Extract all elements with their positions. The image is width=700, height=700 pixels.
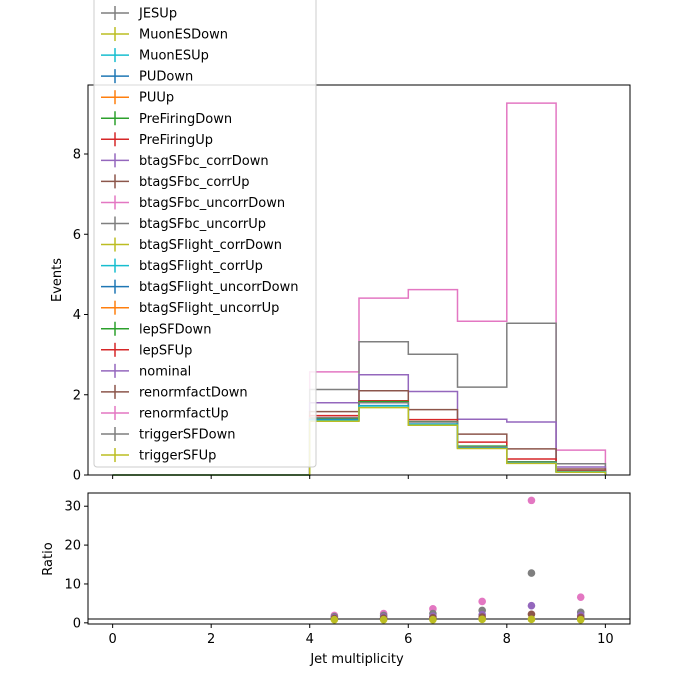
legend-entry-lepSFDown: lepSFDown (101, 321, 211, 337)
main-y-ticks: 0 2 4 6 8 (73, 148, 88, 484)
legend-entry-btagSFlight_corrUp: btagSFlight_corrUp (101, 258, 263, 274)
legend-label: btagSFlight_corrUp (139, 259, 263, 274)
ratio-point-renormfactUp (478, 597, 486, 606)
legend-entry-PreFiringUp: PreFiringUp (101, 132, 213, 148)
legend-label: lepSFDown (139, 322, 211, 337)
legend-entry-btagSFbc_uncorrUp: btagSFbc_uncorrUp (101, 216, 266, 232)
ratio-x-tick-label: 2 (207, 632, 215, 647)
main-axes-frame (87, 84, 631, 476)
legend-label: PreFiringUp (139, 133, 213, 148)
legend-entry-renormfactUp: renormfactUp (101, 405, 229, 421)
legend-entry-triggerSFUp: triggerSFUp (101, 448, 216, 464)
ratio-x-tick-label: 6 (404, 632, 412, 647)
legend-entry-btagSFbc_uncorrDown: btagSFbc_uncorrDown (101, 195, 285, 211)
legend-label: PUUp (139, 91, 174, 106)
legend-entry-triggerSFDown: triggerSFDown (101, 427, 235, 443)
ratio-panel: 0 10 20 30 0 2 4 6 8 10 Ratio Jet multiplicity (41, 492, 631, 667)
legend-label: lepSFUp (139, 343, 192, 358)
legend-label: renormfactDown (139, 385, 248, 400)
ratio-x-tick-label: 4 (306, 632, 314, 647)
legend-label: triggerSFDown (139, 428, 235, 443)
main-y-axis-label: Events (50, 258, 65, 302)
legend-entries: JESUp MuonESDown MuonESUp PUDown PUUp PreFiri… (101, 6, 299, 464)
legend-label: JESUp (138, 7, 177, 22)
legend-label: triggerSFUp (139, 449, 216, 464)
ratio-y-tick-label: 10 (64, 577, 81, 592)
main-y-tick-label: 0 (73, 469, 81, 484)
ratio-x-ticks: 0 2 4 6 8 10 (108, 624, 614, 647)
ratio-x-tick-label: 10 (597, 632, 614, 647)
ratio-point-triggerSFDown (527, 569, 536, 577)
legend-label: MuonESUp (139, 49, 209, 64)
ratio-point-renormfactUp (576, 593, 585, 601)
legend-entry-btagSFlight_uncorrDown: btagSFlight_uncorrDown (101, 279, 299, 295)
ratio-point-nominal (527, 601, 536, 610)
ratio-point-triggerSFUp (478, 615, 486, 624)
legend-entry-btagSFlight_uncorrUp: btagSFlight_uncorrUp (101, 300, 279, 316)
ratio-point-triggerSFUp (379, 615, 388, 624)
main-y-tick-label: 4 (73, 308, 81, 323)
main-x-ticks (112, 475, 606, 479)
main-y-tick-label: 8 (73, 148, 81, 163)
ratio-y-tick-label: 30 (64, 500, 81, 515)
ratio-x-tick-label: 0 (108, 632, 116, 647)
main-panel: 0 2 4 6 8 Events (50, 84, 631, 484)
legend: JESUp MuonESDown MuonESUp PUDown PUUp PreFiri… (93, 0, 317, 468)
legend-label: PreFiringDown (139, 112, 232, 127)
legend-label: MuonESDown (139, 28, 228, 43)
legend-label: btagSFbc_corrDown (139, 154, 269, 169)
main-y-tick-label: 2 (73, 388, 81, 403)
legend-label: btagSFlight_uncorrDown (139, 280, 299, 295)
legend-entry-btagSFbc_corrDown: btagSFbc_corrDown (101, 153, 269, 169)
ratio-x-tick-label: 8 (503, 632, 511, 647)
main-y-tick-label: 6 (73, 228, 81, 243)
legend-label: renormfactUp (139, 406, 229, 421)
legend-label: btagSFlight_uncorrUp (139, 301, 279, 316)
legend-entry-btagSFbc_corrUp: btagSFbc_corrUp (101, 174, 250, 190)
ratio-y-ticks: 0 10 20 30 (64, 500, 88, 631)
ratio-point-triggerSFUp (527, 615, 536, 624)
legend-entry-JESUp: JESUp (101, 6, 177, 22)
legend-entry-MuonESUp: MuonESUp (101, 48, 209, 64)
ratio-point-renormfactUp (527, 496, 536, 505)
legend-entry-PUDown: PUDown (101, 69, 193, 85)
ratio-x-axis-label: Jet multiplicity (309, 652, 404, 667)
ratio-points-group (330, 496, 585, 624)
ratio-y-axis-label: Ratio (41, 542, 56, 575)
legend-entry-nominal: nominal (101, 363, 191, 379)
ratio-point-triggerSFUp (576, 615, 585, 624)
legend-entry-lepSFUp: lepSFUp (101, 342, 192, 358)
legend-label: nominal (139, 364, 191, 379)
legend-label: btagSFbc_corrUp (139, 175, 250, 190)
legend-entry-btagSFlight_corrDown: btagSFlight_corrDown (101, 237, 282, 253)
legend-entry-MuonESDown: MuonESDown (101, 27, 228, 43)
ratio-point-triggerSFUp (429, 615, 437, 624)
legend-entry-renormfactDown: renormfactDown (101, 384, 248, 400)
ratio-point-triggerSFUp (330, 615, 339, 624)
ratio-y-tick-label: 20 (64, 539, 81, 554)
legend-box (93, 0, 317, 468)
legend-entry-PreFiringDown: PreFiringDown (101, 111, 232, 127)
legend-label: btagSFlight_corrDown (139, 238, 282, 253)
legend-label: PUDown (139, 70, 193, 85)
ratio-axes-frame (87, 492, 631, 625)
legend-entry-PUUp: PUUp (101, 90, 174, 106)
legend-label: btagSFbc_uncorrDown (139, 196, 285, 211)
legend-label: btagSFbc_uncorrUp (139, 217, 266, 232)
ratio-y-tick-label: 0 (73, 616, 81, 631)
